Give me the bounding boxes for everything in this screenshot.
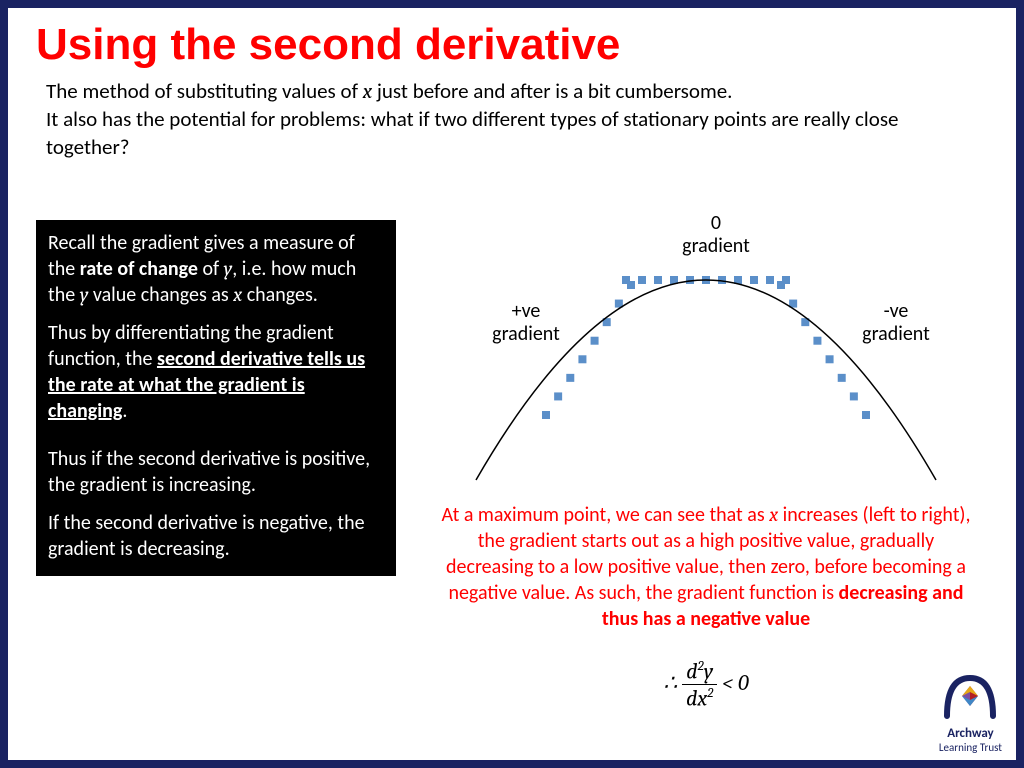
box-p3: Thus if the second derivative is positiv… bbox=[48, 446, 384, 498]
intro-var-x: x bbox=[363, 80, 372, 104]
box-p1: Recall the gradient gives a measure of t… bbox=[48, 230, 384, 308]
t: d bbox=[686, 658, 697, 684]
t: y bbox=[704, 658, 713, 684]
content-area: Recall the gradient gives a measure of t… bbox=[36, 220, 988, 750]
t: x bbox=[769, 503, 778, 526]
recall-box: Recall the gradient gives a measure of t… bbox=[36, 220, 396, 576]
logo-sub: Learning Trust bbox=[939, 742, 1002, 754]
parabola-svg bbox=[436, 220, 976, 520]
fraction: d2y dx2 bbox=[682, 660, 717, 710]
t: . bbox=[122, 399, 127, 423]
t: rate of change bbox=[80, 257, 198, 281]
parabola-diagram: 0gradient +vegradient -vegradient bbox=[436, 220, 976, 520]
t: y bbox=[224, 257, 233, 280]
archway-logo: Archway Learning Trust bbox=[939, 666, 1002, 754]
logo-name: Archway bbox=[939, 727, 1002, 741]
red-caption: At a maximum point, we can see that as x… bbox=[436, 502, 976, 632]
t: 2 bbox=[707, 686, 713, 701]
t: of bbox=[198, 257, 224, 281]
therefore-symbol: ∴ bbox=[663, 670, 677, 696]
intro-line2: It also has the potential for problems: … bbox=[46, 106, 899, 159]
intro-line1a: The method of substituting values of bbox=[46, 78, 363, 104]
intro-line1b: just before and after is a bit cumbersom… bbox=[372, 78, 732, 104]
intro-text: The method of substituting values of x j… bbox=[8, 78, 1016, 161]
t: value changes as bbox=[88, 283, 233, 307]
label-positive-gradient: +vegradient bbox=[481, 300, 571, 346]
t: x bbox=[233, 283, 242, 306]
t: < 0 bbox=[722, 670, 749, 696]
t: dx bbox=[686, 686, 707, 712]
t: Thus if the second derivative is positiv… bbox=[48, 447, 370, 497]
second-derivative-formula: ∴ d2y dx2 < 0 bbox=[436, 660, 976, 710]
t: At a maximum point, we can see that as bbox=[442, 503, 770, 527]
label-negative-gradient: -vegradient bbox=[851, 300, 941, 346]
page-title: Using the second derivative bbox=[8, 8, 1016, 78]
t: changes. bbox=[242, 283, 318, 307]
arch-icon bbox=[939, 666, 1001, 720]
t: If the second derivative is negative, th… bbox=[48, 511, 365, 561]
box-p2: Thus by differentiating the gradient fun… bbox=[48, 320, 384, 424]
label-zero-gradient: 0gradient bbox=[676, 212, 756, 258]
box-p4: If the second derivative is negative, th… bbox=[48, 510, 384, 562]
